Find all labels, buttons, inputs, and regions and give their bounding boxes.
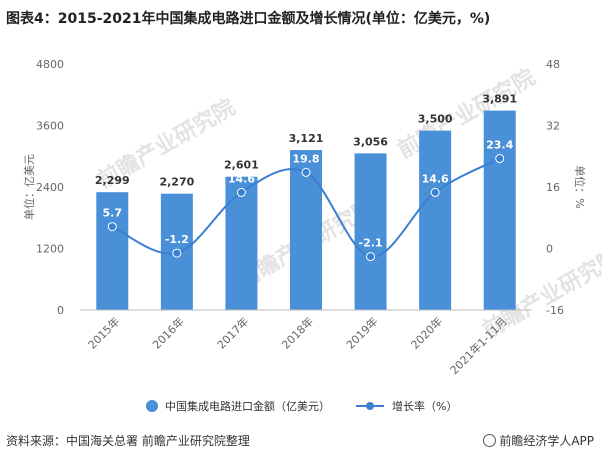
left-axis-title: 单位：亿美元 <box>22 154 36 220</box>
x-axis-tick-label: 2017年 <box>214 314 251 351</box>
growth-point <box>430 187 440 197</box>
growth-value-label: 14.6 <box>228 172 255 185</box>
growth-point <box>366 252 376 262</box>
growth-value-label: -2.1 <box>359 237 383 250</box>
growth-value-label: 19.8 <box>292 152 319 165</box>
left-axis-tick-label: 1200 <box>36 243 64 256</box>
right-axis-tick-label: 32 <box>546 120 560 133</box>
chart-title: 图表4：2015-2021年中国集成电路进口金额及增长情况(单位：亿美元，%) <box>6 11 491 27</box>
left-axis-tick-label: 3600 <box>36 120 64 133</box>
bar-value-label: 2,270 <box>159 176 194 189</box>
legend-bar-icon <box>146 400 158 412</box>
x-axis-tick-label: 2019年 <box>343 314 380 351</box>
growth-point <box>107 222 117 232</box>
growth-value-label: 23.4 <box>486 139 513 152</box>
line-series: 5.7 -1.2 14.6 19.8 -2.1 14.6 23.4 <box>103 139 514 262</box>
left-axis-tick-label: 0 <box>57 304 64 317</box>
brand-credit: 前瞻经济学人APP <box>483 432 594 449</box>
growth-point <box>172 248 182 258</box>
left-axis-tick-label: 4800 <box>36 58 64 71</box>
brand-logo-icon <box>483 434 497 447</box>
watermark-text: 前瞻产业研究院 <box>393 64 539 164</box>
growth-value-label: -1.2 <box>165 233 189 246</box>
x-axis-tick-label: 2016年 <box>150 314 187 351</box>
legend-bar-label: 中国集成电路进口金额（亿美元） <box>165 399 330 413</box>
x-axis-tick-label: 2021年1-11月 <box>447 314 510 377</box>
right-axis: -16 0 16 32 48 单位：% <box>546 58 587 317</box>
right-axis-tick-label: 48 <box>546 58 560 71</box>
left-axis-tick-label: 2400 <box>36 181 64 194</box>
bar-value-label: 3,891 <box>482 93 517 106</box>
x-axis: 2015年 2016年 2017年 2018年 2019年 2020年 2021年1-11月 <box>80 309 532 377</box>
x-axis-tick-label: 2020年 <box>408 314 445 351</box>
bar-series: 2,299 2,270 2,601 3,121 3,056 3,500 3,891 <box>95 93 517 311</box>
growth-value-label: 5.7 <box>103 207 123 220</box>
bar-value-label: 2,299 <box>95 174 130 187</box>
bar-value-label: 3,056 <box>353 135 388 148</box>
legend-line-marker-icon <box>366 402 374 410</box>
x-axis-tick-label: 2018年 <box>279 314 316 351</box>
bar <box>483 110 516 311</box>
bar-value-label: 3,500 <box>418 113 453 126</box>
bar <box>419 130 452 310</box>
right-axis-tick-label: -16 <box>546 304 564 317</box>
legend: 中国集成电路进口金额（亿美元） 增长率（%） <box>146 399 457 413</box>
right-axis-tick-label: 0 <box>546 243 553 256</box>
source-note: 资料来源：中国海关总署 前瞻产业研究院整理 <box>6 434 250 448</box>
growth-value-label: 14.6 <box>422 172 449 185</box>
bar-value-label: 3,121 <box>289 132 324 145</box>
growth-point <box>236 187 246 197</box>
x-axis-tick-label: 2015年 <box>85 314 122 351</box>
right-axis-tick-label: 16 <box>546 181 560 194</box>
left-axis: 0 1200 2400 3600 4800 单位：亿美元 <box>22 58 64 317</box>
bar-value-label: 2,601 <box>224 159 259 172</box>
right-axis-title: 单位：% <box>573 165 587 208</box>
growth-point <box>495 154 505 164</box>
brand-name: 前瞻经济学人APP <box>499 434 594 448</box>
legend-line-label: 增长率（%） <box>392 399 457 413</box>
bar <box>96 192 129 310</box>
bar <box>225 176 258 310</box>
growth-point <box>301 167 311 177</box>
bar <box>354 153 387 310</box>
